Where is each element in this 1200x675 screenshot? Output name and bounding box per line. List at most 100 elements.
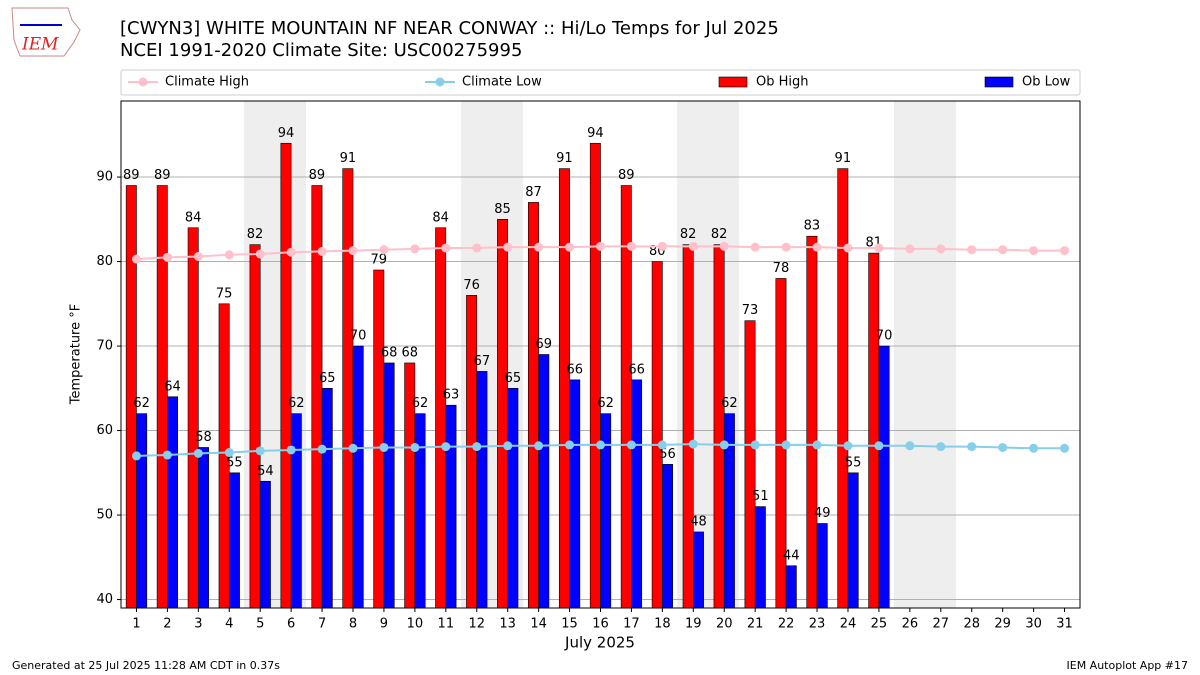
x-axis-label: July 2025 [564,634,635,652]
line-point [503,242,513,252]
bar [785,565,797,609]
x-tick-label: 23 [809,617,826,632]
chart-title: [CWYN3] WHITE MOUNTAIN NF NEAR CONWAY ::… [120,18,779,39]
data-label: 63 [443,388,460,403]
data-label: 91 [556,151,573,166]
line-point [317,246,327,256]
data-label: 79 [371,253,388,268]
data-label: 65 [319,371,336,386]
x-tick-label: 22 [778,617,795,632]
x-tick-label: 15 [561,617,578,632]
x-tick-label: 8 [349,617,357,632]
line-point [812,242,822,252]
bar [754,506,766,609]
bar [187,227,199,609]
data-label: 58 [195,430,212,445]
legend-label: Climate Low [462,75,542,90]
data-label: 75 [216,286,233,301]
footer-right: IEM Autoplot App #17 [1067,659,1189,672]
line-point [193,448,203,458]
line-point [565,242,575,252]
line-point [410,244,420,254]
data-label: 69 [536,337,553,352]
legend-swatch [984,76,1014,88]
weekend-shade [894,101,956,608]
data-label: 89 [123,168,140,183]
data-label: 91 [835,151,852,166]
bar [837,168,849,609]
bar [631,379,643,609]
x-tick-label: 27 [933,617,950,632]
bar [662,464,673,609]
x-tick-label: 24 [840,617,857,632]
data-label: 94 [278,126,295,141]
x-tick-label: 13 [499,617,516,632]
y-tick-label: 40 [96,592,113,607]
x-tick-label: 29 [994,617,1011,632]
data-label: 70 [876,329,893,344]
legend-swatch [435,77,445,87]
line-point [162,450,172,460]
data-label: 62 [288,396,305,411]
plot-frame [120,100,1081,609]
bar [682,244,694,609]
legend-label: Ob High [756,75,809,90]
data-label: 49 [814,506,831,521]
line-point [874,243,884,253]
bar [713,244,725,609]
bar [342,168,354,609]
bar [156,185,168,609]
data-label: 85 [494,202,511,217]
line-point [596,440,605,450]
bar [352,345,364,609]
line-point [750,440,760,450]
line-point [131,451,141,461]
line-point [348,246,358,256]
line-point [379,442,389,452]
bar [249,244,261,609]
line-point [688,439,698,449]
bar [383,362,395,609]
line-point [441,442,451,452]
line-point [565,440,575,450]
x-tick-label: 14 [530,617,547,632]
bar [651,261,663,609]
data-label: 76 [463,278,480,293]
data-label: 51 [752,489,769,504]
line-point [410,442,420,452]
x-tick-label: 5 [256,617,264,632]
line-point [781,440,791,450]
line-point [626,440,636,450]
data-label: 84 [432,210,449,225]
line-point [224,250,234,260]
line-point [534,242,544,252]
line-point [472,442,482,452]
data-label: 44 [783,548,800,563]
data-label: 89 [309,168,326,183]
line-point [534,441,544,451]
bar [167,396,179,609]
y-tick-label: 90 [96,170,113,185]
line-point [131,254,141,264]
line-point [1060,246,1070,256]
data-label: 62 [412,396,429,411]
line-point [255,249,265,259]
bar [528,202,539,609]
line-point [626,241,636,251]
data-label: 62 [597,396,614,411]
bar [569,379,581,609]
line-point [1029,443,1039,453]
line-point [472,243,482,253]
bar [280,142,292,609]
data-label: 64 [164,379,181,394]
data-label: 68 [401,345,418,360]
legend-label: Ob Low [1022,75,1071,90]
logo: IEM [11,7,81,57]
data-label: 66 [628,362,645,377]
line-point [843,243,853,253]
line-point [905,441,915,451]
line-point [719,440,729,450]
bar [806,235,818,609]
x-tick-label: 31 [1056,617,1073,632]
x-tick-label: 3 [194,617,202,632]
